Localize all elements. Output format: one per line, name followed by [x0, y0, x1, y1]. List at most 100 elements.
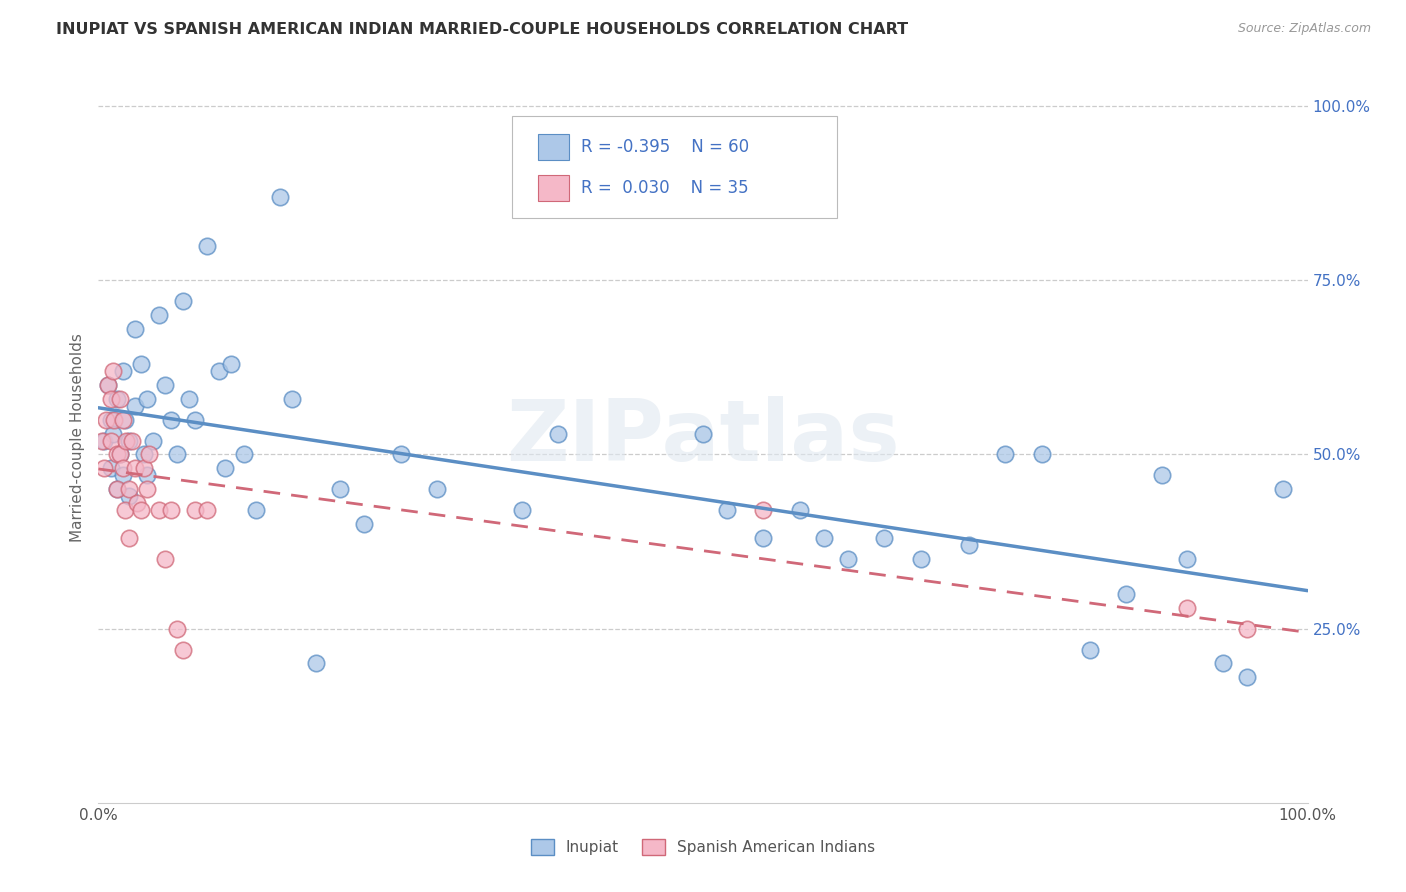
Point [142, 434, 165, 448]
Point [118, 531, 141, 545]
Point [97, 377, 120, 392]
Point [134, 461, 156, 475]
Point [752, 503, 775, 517]
Point [103, 412, 125, 426]
Point [138, 448, 160, 462]
Text: INUPIAT VS SPANISH AMERICAN INDIAN MARRIED-COUPLE HOUSEHOLDS CORRELATION CHART: INUPIAT VS SPANISH AMERICAN INDIAN MARRI… [56, 22, 908, 37]
Point [111, 412, 134, 426]
Point [166, 448, 188, 462]
Point [813, 531, 835, 545]
Point [1152, 468, 1174, 483]
Y-axis label: Married-couple Households: Married-couple Households [69, 333, 84, 541]
Point [208, 364, 231, 378]
Point [100, 434, 122, 448]
Point [195, 503, 218, 517]
Point [93, 434, 115, 448]
Point [111, 461, 134, 475]
Point [118, 483, 141, 497]
Point [692, 426, 714, 441]
Point [121, 434, 143, 448]
Point [135, 483, 157, 497]
Point [547, 426, 569, 441]
Point [97, 377, 120, 392]
Point [910, 552, 932, 566]
Point [166, 622, 188, 636]
Point [1078, 642, 1101, 657]
Point [329, 483, 352, 497]
Point [135, 392, 157, 406]
Point [153, 377, 176, 392]
Point [124, 322, 146, 336]
Point [221, 357, 243, 371]
Point [100, 412, 122, 426]
Point [1175, 600, 1198, 615]
Point [172, 294, 194, 309]
Point [101, 426, 124, 441]
Point [873, 531, 896, 545]
Point [837, 552, 859, 566]
Point [426, 483, 449, 497]
Point [94, 412, 117, 426]
Point [134, 448, 156, 462]
Point [108, 392, 131, 406]
Point [1175, 552, 1198, 566]
Point [100, 392, 122, 406]
Point [716, 503, 738, 517]
Text: R =  0.030    N = 35: R = 0.030 N = 35 [581, 178, 749, 196]
Point [1236, 670, 1258, 684]
Point [148, 503, 170, 517]
Point [245, 503, 267, 517]
Point [124, 399, 146, 413]
Point [1212, 657, 1234, 671]
Point [105, 483, 128, 497]
Point [195, 238, 218, 252]
Point [100, 461, 122, 475]
Point [269, 190, 291, 204]
Point [114, 503, 136, 517]
Point [115, 434, 138, 448]
Point [994, 448, 1017, 462]
Point [124, 461, 146, 475]
Point [118, 489, 141, 503]
Point [305, 657, 328, 671]
Point [1272, 483, 1295, 497]
Point [752, 531, 775, 545]
Point [153, 552, 176, 566]
Point [127, 496, 149, 510]
Text: R = -0.395    N = 60: R = -0.395 N = 60 [581, 137, 749, 156]
Point [160, 503, 183, 517]
Point [160, 412, 183, 426]
Point [789, 503, 811, 517]
Text: ZIPatlas: ZIPatlas [506, 395, 900, 479]
Point [1236, 622, 1258, 636]
Point [105, 483, 128, 497]
Point [105, 392, 128, 406]
Point [101, 364, 124, 378]
Point [93, 461, 115, 475]
Point [957, 538, 980, 552]
Legend: Inupiat, Spanish American Indians: Inupiat, Spanish American Indians [524, 833, 882, 861]
Point [389, 448, 412, 462]
Point [111, 468, 134, 483]
Point [281, 392, 304, 406]
Point [129, 357, 152, 371]
Point [184, 503, 207, 517]
Point [108, 448, 131, 462]
Point [108, 448, 131, 462]
Point [232, 448, 254, 462]
Point [118, 434, 141, 448]
Point [184, 412, 207, 426]
Point [111, 364, 134, 378]
Point [129, 503, 152, 517]
Point [135, 468, 157, 483]
Point [1115, 587, 1137, 601]
Point [114, 412, 136, 426]
Point [148, 308, 170, 322]
Point [105, 448, 128, 462]
Point [353, 517, 375, 532]
Point [91, 434, 114, 448]
Point [1031, 448, 1053, 462]
Point [214, 461, 236, 475]
Point [179, 392, 201, 406]
Point [172, 642, 194, 657]
